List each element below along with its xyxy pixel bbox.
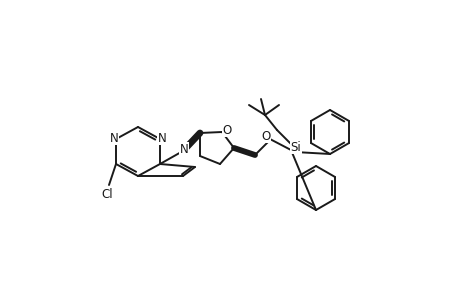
- Text: N: N: [109, 131, 118, 145]
- Text: Cl: Cl: [101, 188, 112, 200]
- Text: N: N: [157, 131, 166, 145]
- Text: N: N: [179, 142, 188, 155]
- Text: O: O: [261, 130, 270, 142]
- Text: Si: Si: [290, 140, 301, 154]
- Text: O: O: [222, 124, 231, 136]
